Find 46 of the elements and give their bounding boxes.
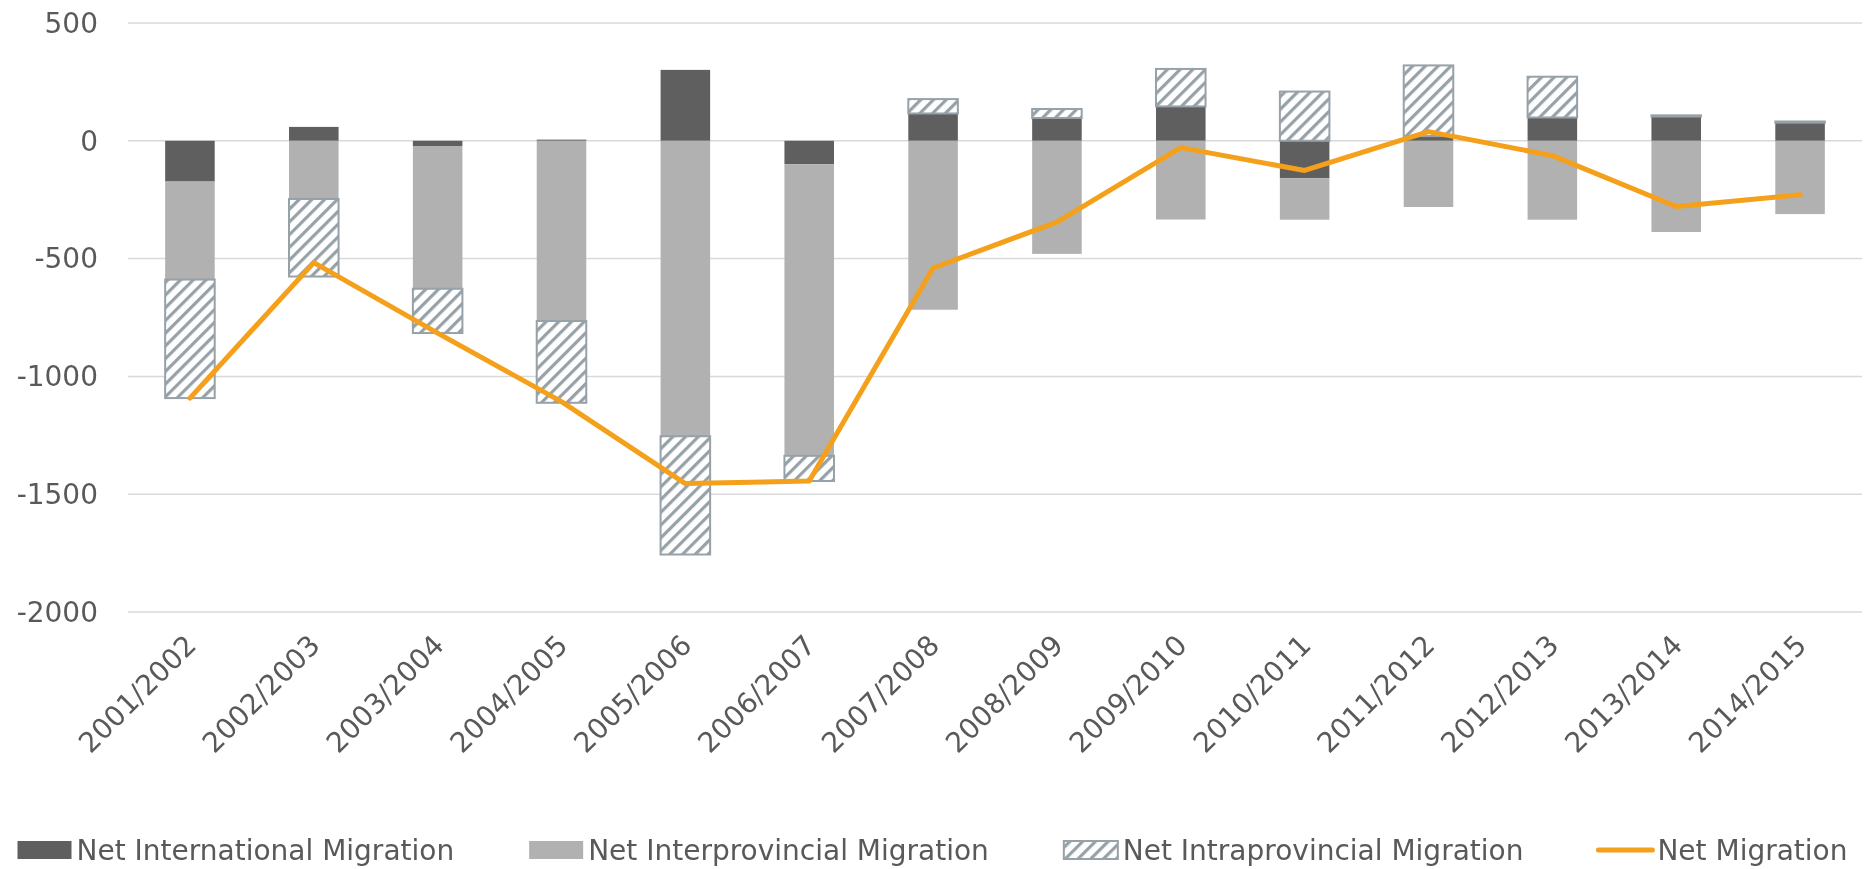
bar — [1279, 178, 1330, 220]
y-tick-label: -1500 — [16, 478, 98, 511]
bar — [1527, 140, 1578, 220]
bar — [1032, 117, 1082, 141]
bar — [536, 140, 587, 322]
legend-label: Net Migration — [1657, 833, 1848, 867]
bar — [164, 278, 216, 400]
bar — [289, 140, 339, 199]
bar — [1775, 140, 1825, 215]
bar — [1278, 90, 1331, 142]
bar — [411, 287, 464, 335]
bar — [535, 320, 588, 404]
bar — [1403, 140, 1454, 207]
bar — [1651, 116, 1701, 141]
bar — [289, 126, 339, 141]
bar — [1155, 67, 1207, 108]
bar — [660, 140, 711, 437]
bar — [908, 113, 958, 141]
bar — [412, 145, 463, 289]
bar — [1156, 140, 1206, 220]
bar — [165, 140, 215, 182]
y-tick-label: 500 — [44, 6, 98, 40]
bar — [907, 98, 959, 115]
bar — [784, 140, 834, 165]
bar — [1031, 107, 1083, 119]
bar — [1032, 140, 1082, 254]
y-tick-label: 0 — [80, 124, 98, 158]
legend-label: Net Interprovincial Migration — [588, 833, 989, 867]
bar — [784, 164, 834, 456]
legend-label: Net Intraprovincial Migration — [1122, 833, 1524, 867]
y-tick-label: -500 — [34, 242, 98, 276]
bar — [1775, 122, 1825, 141]
bar — [288, 197, 340, 278]
legend-label: Net International Migration — [76, 833, 455, 867]
bar — [165, 181, 215, 280]
bar — [1402, 64, 1455, 138]
bar — [660, 69, 711, 141]
bar — [1526, 75, 1579, 119]
bar — [1651, 140, 1701, 232]
bar — [908, 140, 958, 310]
bar — [412, 140, 463, 146]
bar — [1156, 106, 1206, 141]
bar — [659, 435, 712, 556]
y-tick-label: -1000 — [16, 360, 98, 394]
bar — [1527, 117, 1578, 141]
y-tick-label: -2000 — [16, 595, 98, 629]
